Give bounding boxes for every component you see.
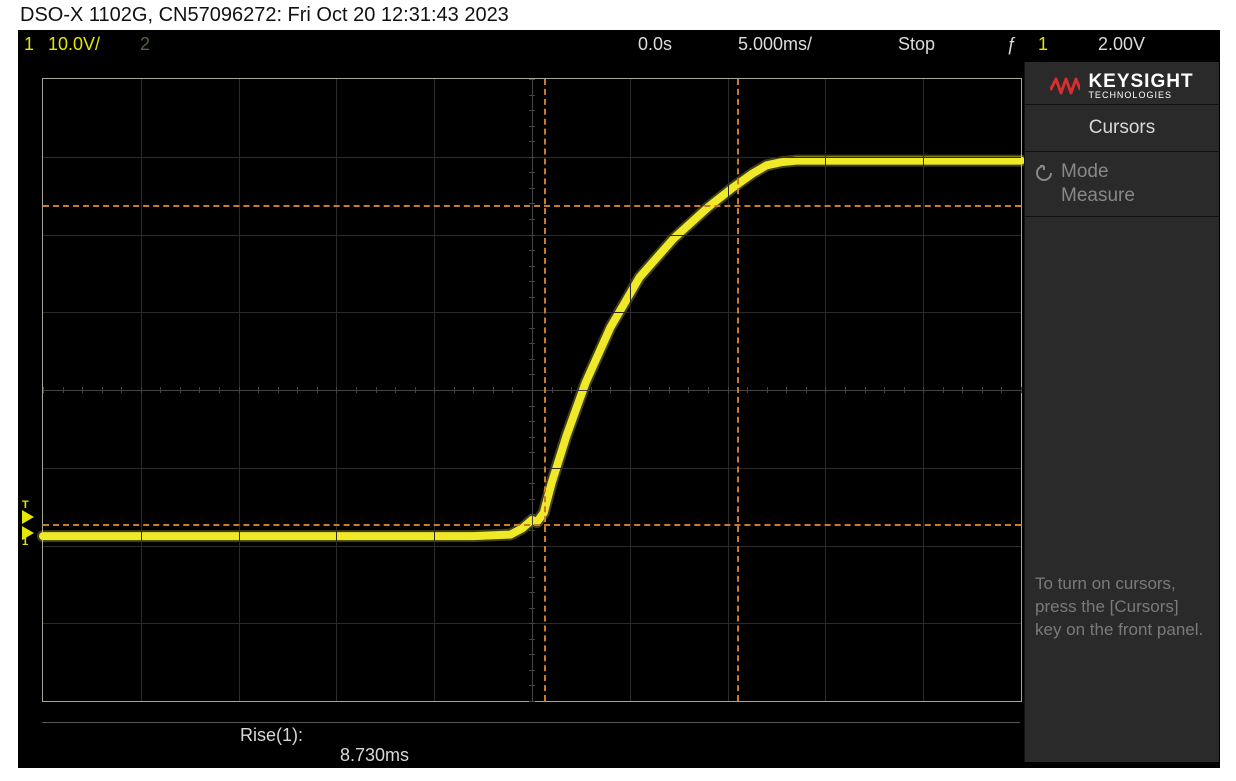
brand-name: KEYSIGHT [1088,71,1193,92]
trigger-source[interactable]: 1 [1038,34,1048,55]
brand-logo: KEYSIGHT TECHNOLOGIES [1025,62,1219,105]
run-stop-state[interactable]: Stop [898,34,935,55]
channel-2-badge: 2 [140,34,150,55]
panel-title: Cursors [1025,105,1219,152]
cursor-x[interactable] [544,79,546,701]
help-hint: To turn on cursors, press the [Cursors] … [1035,573,1209,642]
trigger-level-arrow-icon [22,510,34,524]
measurement-label: Rise(1): [240,725,303,746]
cursor-mode-button[interactable]: Mode Measure [1025,152,1219,217]
horizontal-delay[interactable]: 0.0s [638,34,672,55]
oscilloscope-frame: 1 10.0V/ 2 0.0s 5.000ms/ Stop ƒ 1 2.00V … [18,30,1220,768]
side-panel: KEYSIGHT TECHNOLOGIES Cursors Mode Measu… [1024,62,1219,762]
cursor-x[interactable] [737,79,739,701]
cursor-y[interactable] [43,205,1021,207]
channel-1-vdiv[interactable]: 10.0V/ [48,34,100,55]
trigger-edge-icon: ƒ [1006,34,1016,55]
cursor-y[interactable] [43,524,1021,526]
brand-subtitle: TECHNOLOGIES [1088,91,1193,100]
channel-1-ground-arrow-icon [22,526,34,540]
channel-1-badge: 1 [24,34,34,55]
refresh-icon [1035,164,1053,182]
time-per-div[interactable]: 5.000ms/ [738,34,812,55]
measurement-value: 8.730ms [340,745,409,766]
graticule[interactable] [42,78,1022,702]
graticule-area: T 1 [18,60,1022,708]
device-header: DSO-X 1102G, CN57096272: Fri Oct 20 12:3… [20,4,509,27]
trigger-level[interactable]: 2.00V [1098,34,1145,55]
keysight-wave-icon [1050,75,1080,97]
measurement-bar: Rise(1): 8.730ms [42,722,1020,767]
top-info-bar: 1 10.0V/ 2 0.0s 5.000ms/ Stop ƒ 1 2.00V [18,30,1220,60]
mode-label: Mode [1061,161,1109,182]
mode-value: Measure [1061,185,1135,206]
